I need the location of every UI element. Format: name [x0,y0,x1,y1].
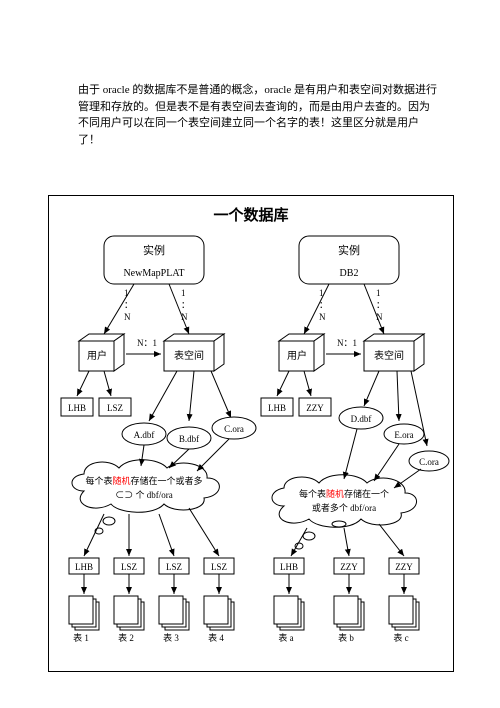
svg-text:C.ora: C.ora [419,457,439,467]
svg-text:表 1: 表 1 [73,632,89,643]
left-user-cube: 用户 [79,334,124,371]
right-user-cube: 用户 [279,334,324,371]
svg-text:每个表随机存储在一个: 每个表随机存储在一个 [299,488,389,499]
svg-text:D.dbf: D.dbf [351,414,372,424]
diagram-title: 一个数据库 [213,206,288,224]
svg-text:：: ： [124,300,133,310]
svg-text:表 3: 表 3 [163,632,179,643]
svg-text:ZZY: ZZY [306,403,324,413]
svg-text:表空间: 表空间 [174,349,204,362]
intro-paragraph: 由于 oracle 的数据库不是普通的概念，oracle 是有用户和表空间对数据… [78,82,438,148]
instance2-label: 实例 [338,243,360,257]
svg-text:⊂⊃ 个 dbf/ora: ⊂⊃ 个 dbf/ora [115,490,173,500]
left-tablespace-cube: 表空间 [164,334,224,371]
svg-text:LHB: LHB [280,562,298,572]
svg-text:：: ： [376,300,385,310]
right-tablespace-cube: 表空间 [364,334,424,371]
svg-text:1: 1 [181,288,186,298]
svg-text:LHB: LHB [68,403,86,413]
svg-text:B.dbf: B.dbf [179,434,199,444]
table-stack: 表 1 表 2 表 3 表 4 表 a [69,596,419,643]
diagram-svg: 一个数据库 实例 NewMapPLAT 实例 DB2 1 ： N 1 ： N 1… [49,196,453,671]
svg-text:A.dbf: A.dbf [134,430,155,440]
svg-text:每个表随机存储在一个或者多: 每个表随机存储在一个或者多 [85,475,202,486]
svg-text:LSZ: LSZ [166,562,182,572]
svg-text:ZZY: ZZY [395,562,413,572]
svg-text:LSZ: LSZ [107,403,123,413]
svg-text:N: N [124,312,131,322]
instance2-name: DB2 [340,268,359,279]
svg-text:表 b: 表 b [338,632,354,643]
svg-text:ZZY: ZZY [340,562,358,572]
right-cloud: 每个表随机存储在一个 或者多个 dbf/ora [272,475,417,549]
svg-text:用户: 用户 [87,349,107,362]
instance1-label: 实例 [143,243,165,257]
svg-text:N：1: N：1 [337,338,357,348]
svg-text:LHB: LHB [75,562,93,572]
svg-text:用户: 用户 [287,349,307,362]
svg-text:LSZ: LSZ [211,562,227,572]
svg-text:表 2: 表 2 [118,632,134,643]
svg-text:LSZ: LSZ [121,562,137,572]
svg-text:C.ora: C.ora [224,424,244,434]
svg-text:表 4: 表 4 [208,632,224,643]
svg-text:表 a: 表 a [278,632,293,643]
svg-text:：: ： [181,300,190,310]
instance1-name: NewMapPLAT [123,268,184,279]
svg-text:1: 1 [376,288,381,298]
svg-text:E.ora: E.ora [394,430,413,440]
svg-text:N: N [319,312,326,322]
svg-text:N：1: N：1 [137,338,157,348]
svg-text:表 c: 表 c [393,632,408,643]
svg-text:LHB: LHB [268,403,286,413]
svg-text:表空间: 表空间 [374,349,404,362]
diagram-frame: 一个数据库 实例 NewMapPLAT 实例 DB2 1 ： N 1 ： N 1… [48,195,454,672]
svg-text:或者多个 dbf/ora: 或者多个 dbf/ora [312,502,376,513]
